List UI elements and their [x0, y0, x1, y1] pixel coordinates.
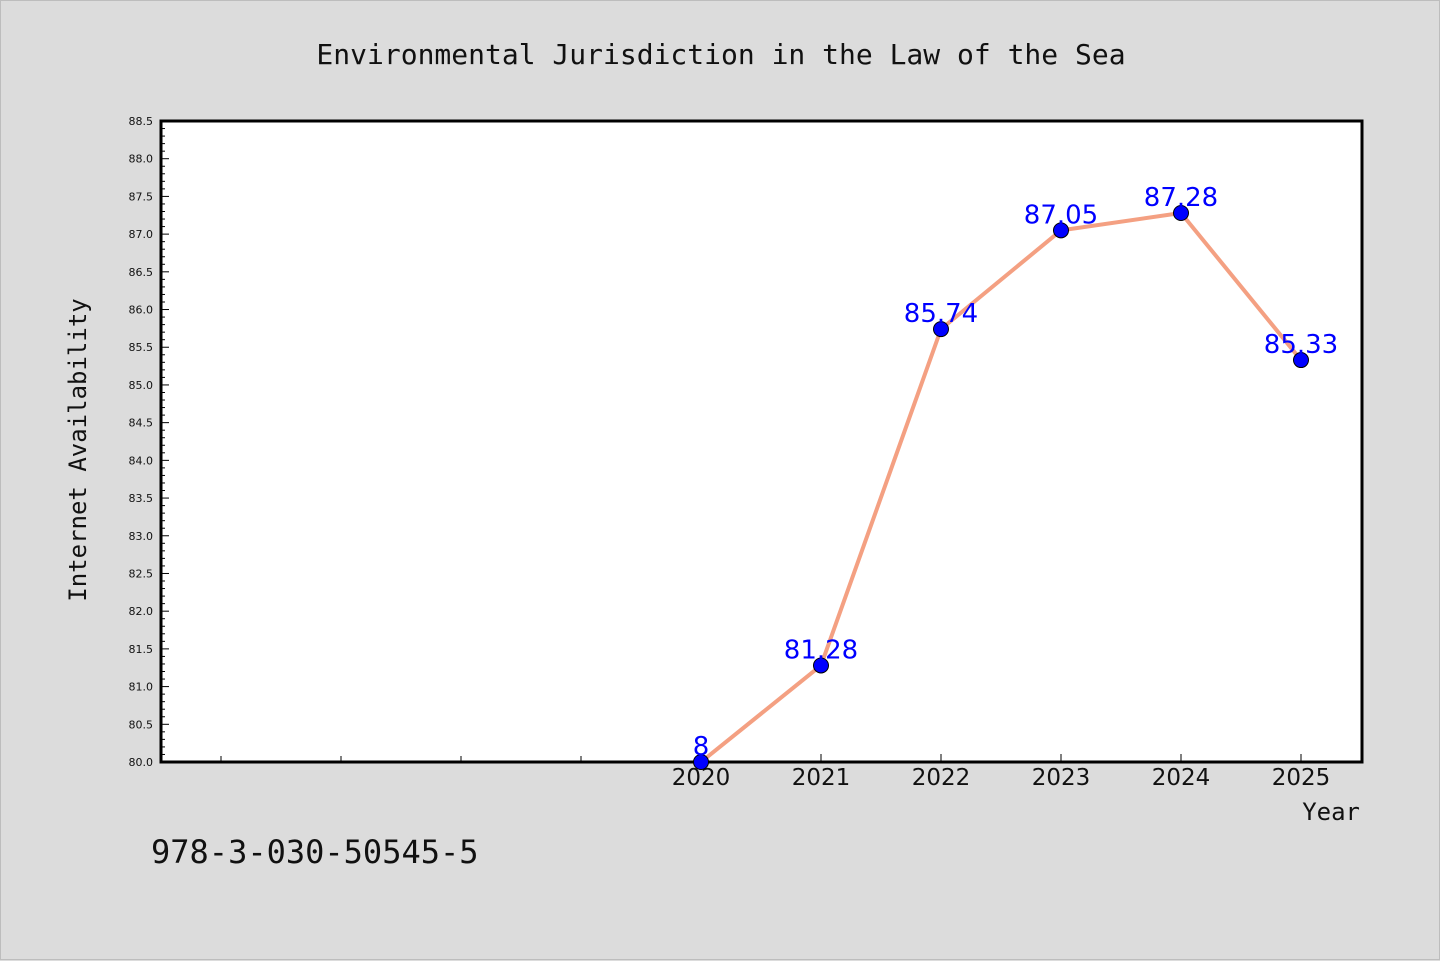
y-axis-title: Internet Availability: [64, 298, 92, 601]
data-label: 8: [693, 732, 710, 762]
data-label: 85.33: [1264, 330, 1338, 360]
y-tick-label: 81.5: [129, 643, 154, 656]
series-layer: 8 81.28 85.74 87.05 87.28 85.33: [693, 183, 1338, 770]
data-point: [813, 657, 829, 674]
data-label: 81.28: [784, 635, 858, 665]
data-label: 85.74: [904, 299, 978, 329]
data-label: 87.05: [1024, 200, 1098, 230]
y-tick-label: 88.5: [129, 115, 154, 128]
y-tick-label: 87.0: [129, 228, 154, 241]
y-tick-label: 88.0: [129, 153, 154, 166]
y-tick-label: 80.0: [129, 756, 154, 769]
y-tick-label: 85.0: [129, 379, 154, 392]
y-tick-label: 82.0: [129, 605, 154, 618]
x-tick-label: 2022: [912, 765, 971, 791]
data-point: [693, 754, 709, 770]
y-tick-label: 80.5: [129, 718, 154, 731]
y-tick-label: 85.5: [129, 341, 154, 354]
y-tick-label: 83.5: [129, 492, 154, 505]
series-line: [699, 211, 1303, 764]
y-tick-label: 86.0: [129, 304, 154, 317]
x-tick-label: 2021: [792, 765, 851, 791]
data-point: [933, 321, 949, 338]
y-tick-label: 83.0: [129, 530, 154, 543]
x-tick-label: 2025: [1272, 765, 1331, 791]
x-axis-title: Year: [1302, 798, 1360, 826]
data-label: 87.28: [1144, 183, 1218, 213]
data-point: [1173, 205, 1189, 222]
y-tick-label: 86.5: [129, 266, 154, 279]
y-tick-label: 84.5: [129, 417, 154, 430]
chart-title: Environmental Jurisdiction in the Law of…: [316, 38, 1125, 71]
y-tick-label: 81.0: [129, 681, 154, 694]
y-tick-label: 84.0: [129, 454, 154, 467]
y-axis: 80.0 80.5 81.0 81.5 82.0 82.5 83.0 83.5 84.0 84.5…: [129, 115, 169, 769]
x-axis: 2020 2021 2022 2023 2024 2025: [220, 754, 1331, 791]
x-tick-label: 2024: [1152, 765, 1211, 791]
data-point: [1293, 352, 1309, 369]
footer-identifier: 978-3-030-50545-5: [151, 833, 479, 871]
y-tick-label: 82.5: [129, 567, 154, 580]
data-point: [1053, 222, 1069, 239]
x-tick-label: 2023: [1032, 765, 1091, 791]
plot-area: [159, 119, 1364, 764]
y-tick-label: 87.5: [129, 190, 154, 203]
